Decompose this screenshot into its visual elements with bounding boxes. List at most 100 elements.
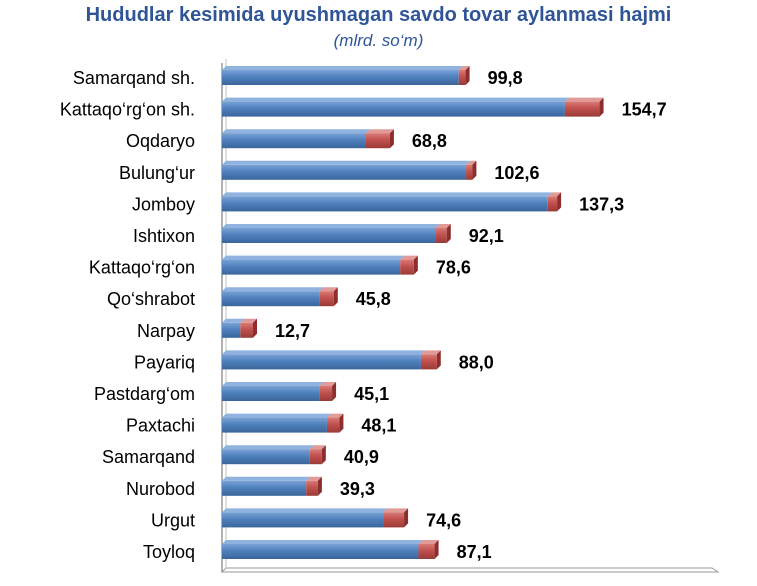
bar-end-face: [557, 192, 562, 212]
value-label: 68,8: [412, 131, 447, 151]
bar-blue-top: [222, 413, 331, 418]
bar-end-face: [332, 382, 337, 401]
bar-blue-segment: [222, 354, 421, 370]
category-label: Kattaqo‘rg‘on: [89, 258, 195, 278]
bar-blue-top: [222, 382, 324, 386]
value-label: 40,9: [344, 447, 379, 467]
bar-end-face: [317, 476, 322, 496]
category-label: Narpay: [137, 321, 195, 341]
bar-red-top: [306, 476, 322, 481]
bar-blue-segment: [222, 449, 310, 465]
bar-red-segment: [547, 196, 558, 212]
bar-red-top: [564, 97, 604, 102]
category-label: Toyloq: [143, 542, 195, 562]
bar-blue-top: [222, 97, 569, 102]
bar-red-segment: [466, 164, 473, 180]
bar-end-face: [472, 160, 477, 180]
chart-subtitle: (mlrd. so‘m): [333, 31, 424, 50]
bar-end-face: [252, 318, 257, 338]
bar-red-segment: [418, 544, 435, 559]
bar-red-top: [547, 192, 562, 197]
bar-red-top: [400, 255, 418, 260]
value-label: 39,3: [340, 479, 375, 499]
bar-blue-top: [222, 66, 463, 70]
bar-red-segment: [420, 354, 437, 370]
bar-blue-segment: [222, 70, 459, 85]
bar-end-face: [436, 350, 441, 370]
bar-blue-top: [222, 192, 552, 197]
value-label: 92,1: [469, 226, 504, 246]
bar-end-face: [446, 224, 451, 243]
bar-blue-top: [222, 476, 311, 481]
bar-red-top: [383, 508, 409, 513]
bar-end-face: [333, 287, 338, 307]
bar-blue-segment: [222, 196, 548, 212]
bar-blue-segment: [222, 386, 320, 401]
bar-red-segment: [309, 449, 322, 465]
category-label: Samarqand: [102, 447, 195, 467]
bar-end-face: [404, 508, 409, 528]
value-label: 78,6: [436, 258, 471, 278]
bar-blue-top: [222, 350, 425, 355]
bar-red-top: [366, 129, 394, 134]
value-label: 45,1: [354, 384, 389, 404]
bar-blue-top: [222, 508, 388, 513]
bar-end-face: [465, 66, 470, 85]
value-label: 48,1: [361, 416, 396, 436]
category-label: Pastdarg‘om: [94, 384, 195, 404]
bar-red-segment: [400, 259, 414, 275]
value-label: 45,8: [356, 289, 391, 309]
value-label: 88,0: [459, 352, 494, 372]
category-label: Ishtixon: [133, 226, 195, 246]
bar-red-segment: [326, 417, 340, 433]
bar-red-top: [240, 318, 257, 323]
category-label: Samarqand sh.: [73, 68, 195, 88]
bar-red-top: [435, 224, 451, 228]
category-label: Nurobod: [126, 479, 195, 499]
bar-blue-top: [222, 287, 324, 292]
category-label: Kattaqo‘rg‘on sh.: [60, 100, 195, 120]
bar-blue-segment: [222, 291, 320, 307]
bar-blue-segment: [222, 164, 467, 180]
bar-red-segment: [435, 228, 447, 243]
bar-red-segment: [458, 70, 466, 85]
bar-red-segment: [319, 386, 333, 401]
bar-end-face: [339, 413, 344, 433]
bar-blue-top: [222, 445, 314, 450]
bar-blue-top: [222, 129, 370, 134]
bar-blue-segment: [222, 417, 327, 433]
bar-red-top: [418, 540, 439, 544]
bar-end-face: [599, 97, 604, 117]
value-label: 12,7: [275, 321, 310, 341]
bar-blue-top: [222, 318, 245, 323]
bar-red-top: [319, 382, 337, 386]
bar-red-top: [458, 66, 470, 70]
category-label: Payariq: [134, 352, 195, 372]
bar-red-segment: [564, 101, 600, 117]
bar-red-segment: [306, 480, 318, 496]
bar-blue-segment: [222, 512, 384, 528]
bar-end-face: [389, 129, 394, 149]
value-label: 87,1: [457, 542, 492, 562]
bar-blue-top: [222, 255, 405, 260]
bar-blue-segment: [222, 101, 565, 117]
bar-red-segment: [240, 322, 253, 338]
bar-blue-top: [222, 160, 471, 165]
value-label: 99,8: [488, 68, 523, 88]
bar-red-top: [319, 287, 338, 292]
category-label: Jomboy: [132, 194, 195, 214]
category-label: Qo‘shrabot: [107, 289, 195, 309]
value-label: 102,6: [494, 163, 539, 183]
bar-blue-top: [222, 540, 423, 544]
bar-blue-segment: [222, 322, 241, 338]
chart-title: Hududlar kesimida uyushmagan savdo tovar…: [85, 4, 672, 26]
bar-red-top: [309, 445, 326, 450]
value-label: 154,7: [622, 100, 667, 120]
bar-end-face: [434, 540, 439, 559]
bar-blue-segment: [222, 544, 419, 559]
bar-blue-segment: [222, 228, 436, 243]
bar-end-face: [321, 445, 326, 465]
bar-blue-segment: [222, 480, 307, 496]
bar-red-segment: [366, 133, 390, 149]
